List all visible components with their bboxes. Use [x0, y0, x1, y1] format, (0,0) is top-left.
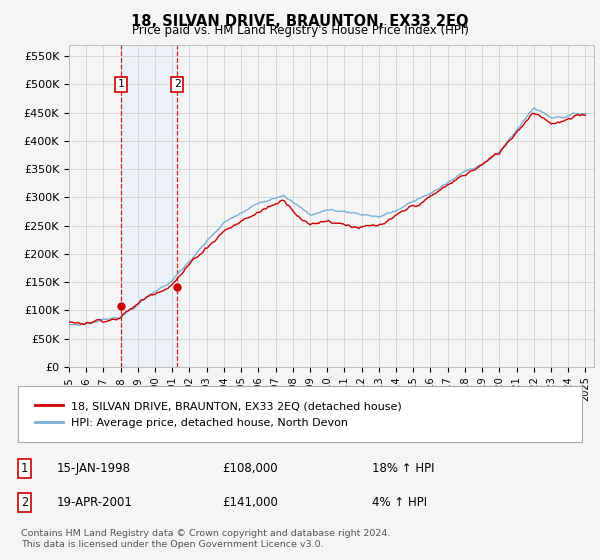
Text: 1: 1 — [21, 462, 28, 475]
Text: 2: 2 — [21, 496, 28, 508]
FancyBboxPatch shape — [18, 386, 582, 442]
Legend: 18, SILVAN DRIVE, BRAUNTON, EX33 2EQ (detached house), HPI: Average price, detac: 18, SILVAN DRIVE, BRAUNTON, EX33 2EQ (de… — [29, 395, 408, 433]
Text: 18, SILVAN DRIVE, BRAUNTON, EX33 2EQ: 18, SILVAN DRIVE, BRAUNTON, EX33 2EQ — [131, 14, 469, 29]
Text: Price paid vs. HM Land Registry's House Price Index (HPI): Price paid vs. HM Land Registry's House … — [131, 24, 469, 37]
Text: 2: 2 — [174, 80, 181, 90]
Text: 1: 1 — [118, 80, 125, 90]
Text: £141,000: £141,000 — [222, 496, 278, 508]
Text: Contains HM Land Registry data © Crown copyright and database right 2024.
This d: Contains HM Land Registry data © Crown c… — [21, 529, 391, 549]
Text: 19-APR-2001: 19-APR-2001 — [57, 496, 133, 508]
Text: £108,000: £108,000 — [222, 462, 278, 475]
Text: 4% ↑ HPI: 4% ↑ HPI — [372, 496, 427, 508]
Bar — [121, 45, 177, 367]
Text: 18% ↑ HPI: 18% ↑ HPI — [372, 462, 434, 475]
Text: 15-JAN-1998: 15-JAN-1998 — [57, 462, 131, 475]
